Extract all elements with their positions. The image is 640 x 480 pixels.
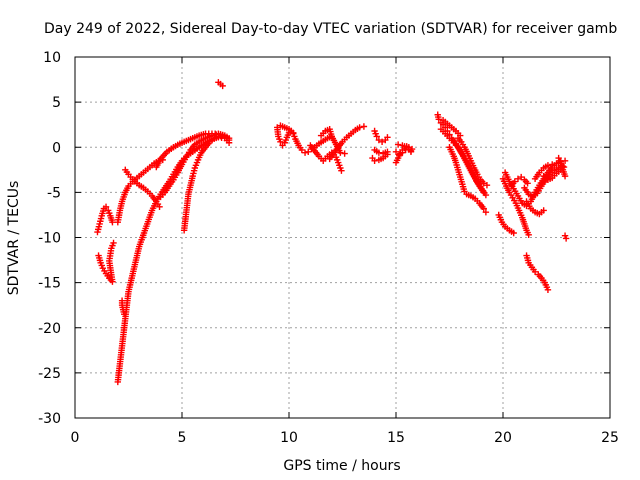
data-point <box>219 82 226 90</box>
data-point <box>337 149 344 156</box>
data-point <box>375 136 383 144</box>
data-point <box>483 181 491 189</box>
data-point <box>442 124 449 131</box>
data-point <box>373 133 380 140</box>
data-point <box>482 209 490 216</box>
data-point <box>549 161 556 168</box>
data-point <box>480 189 487 196</box>
data-point <box>371 157 378 164</box>
y-tick-label: 10 <box>43 50 61 66</box>
data-point <box>384 134 391 141</box>
data-point <box>407 148 415 155</box>
data-point <box>524 180 531 187</box>
data-point <box>562 235 570 242</box>
data-point <box>156 203 163 211</box>
data-point <box>301 149 309 156</box>
data-point <box>480 180 487 187</box>
grid-layer <box>75 57 610 418</box>
data-point <box>561 172 569 180</box>
data-point <box>394 141 402 148</box>
data-point <box>298 146 306 154</box>
y-tick-label: -25 <box>38 366 61 382</box>
y-tick-label: 0 <box>52 140 61 156</box>
data-point <box>225 135 233 142</box>
data-point <box>480 205 487 212</box>
data-point <box>399 149 406 156</box>
data-point <box>514 175 522 183</box>
data-point <box>305 148 312 155</box>
x-tick-label: 0 <box>71 430 80 446</box>
data-point <box>544 162 552 169</box>
data-point <box>356 124 363 131</box>
data-point <box>517 173 525 181</box>
points-layer <box>94 79 570 386</box>
y-tick-label: -20 <box>38 321 61 337</box>
y-tick-label: -5 <box>47 185 61 201</box>
x-tick-label: 10 <box>280 430 298 446</box>
data-point <box>290 129 297 137</box>
data-point <box>510 229 517 237</box>
data-point <box>277 138 284 146</box>
data-point <box>435 116 442 123</box>
data-point <box>360 123 368 130</box>
tick-layer: 0 5 10 15 20 25 10 5 0 -5 -10 -15 -20 -25 -30 <box>38 50 619 446</box>
x-tick-label: 5 <box>178 430 187 446</box>
y-tick-label: -30 <box>38 411 61 427</box>
data-point <box>544 286 552 294</box>
y-tick-label: -15 <box>38 276 61 292</box>
data-point <box>375 149 383 156</box>
data-point <box>396 151 403 158</box>
data-point <box>561 157 569 164</box>
y-tick-label: -10 <box>38 231 61 247</box>
data-point <box>102 203 110 211</box>
data-point <box>511 178 518 185</box>
data-point <box>109 218 116 226</box>
data-point <box>341 150 348 157</box>
data-point <box>392 148 400 155</box>
data-point <box>525 231 532 238</box>
chart-title: Day 249 of 2022, Sidereal Day-to-day VTE… <box>44 21 617 37</box>
data-point <box>457 132 464 139</box>
x-axis-label: GPS time / hours <box>283 458 400 474</box>
x-tick-label: 25 <box>601 430 619 446</box>
data-point <box>378 138 386 146</box>
data-point <box>219 132 226 139</box>
data-point <box>384 148 391 155</box>
data-point <box>110 239 117 247</box>
data-point <box>540 207 547 214</box>
data-point <box>328 133 335 140</box>
data-point <box>531 268 539 275</box>
y-axis-label: SDTVAR / TECUs <box>6 181 22 296</box>
x-tick-label: 15 <box>387 430 405 446</box>
y-tick-label: 5 <box>52 95 61 111</box>
data-point <box>338 167 345 174</box>
x-tick-label: 20 <box>494 430 512 446</box>
